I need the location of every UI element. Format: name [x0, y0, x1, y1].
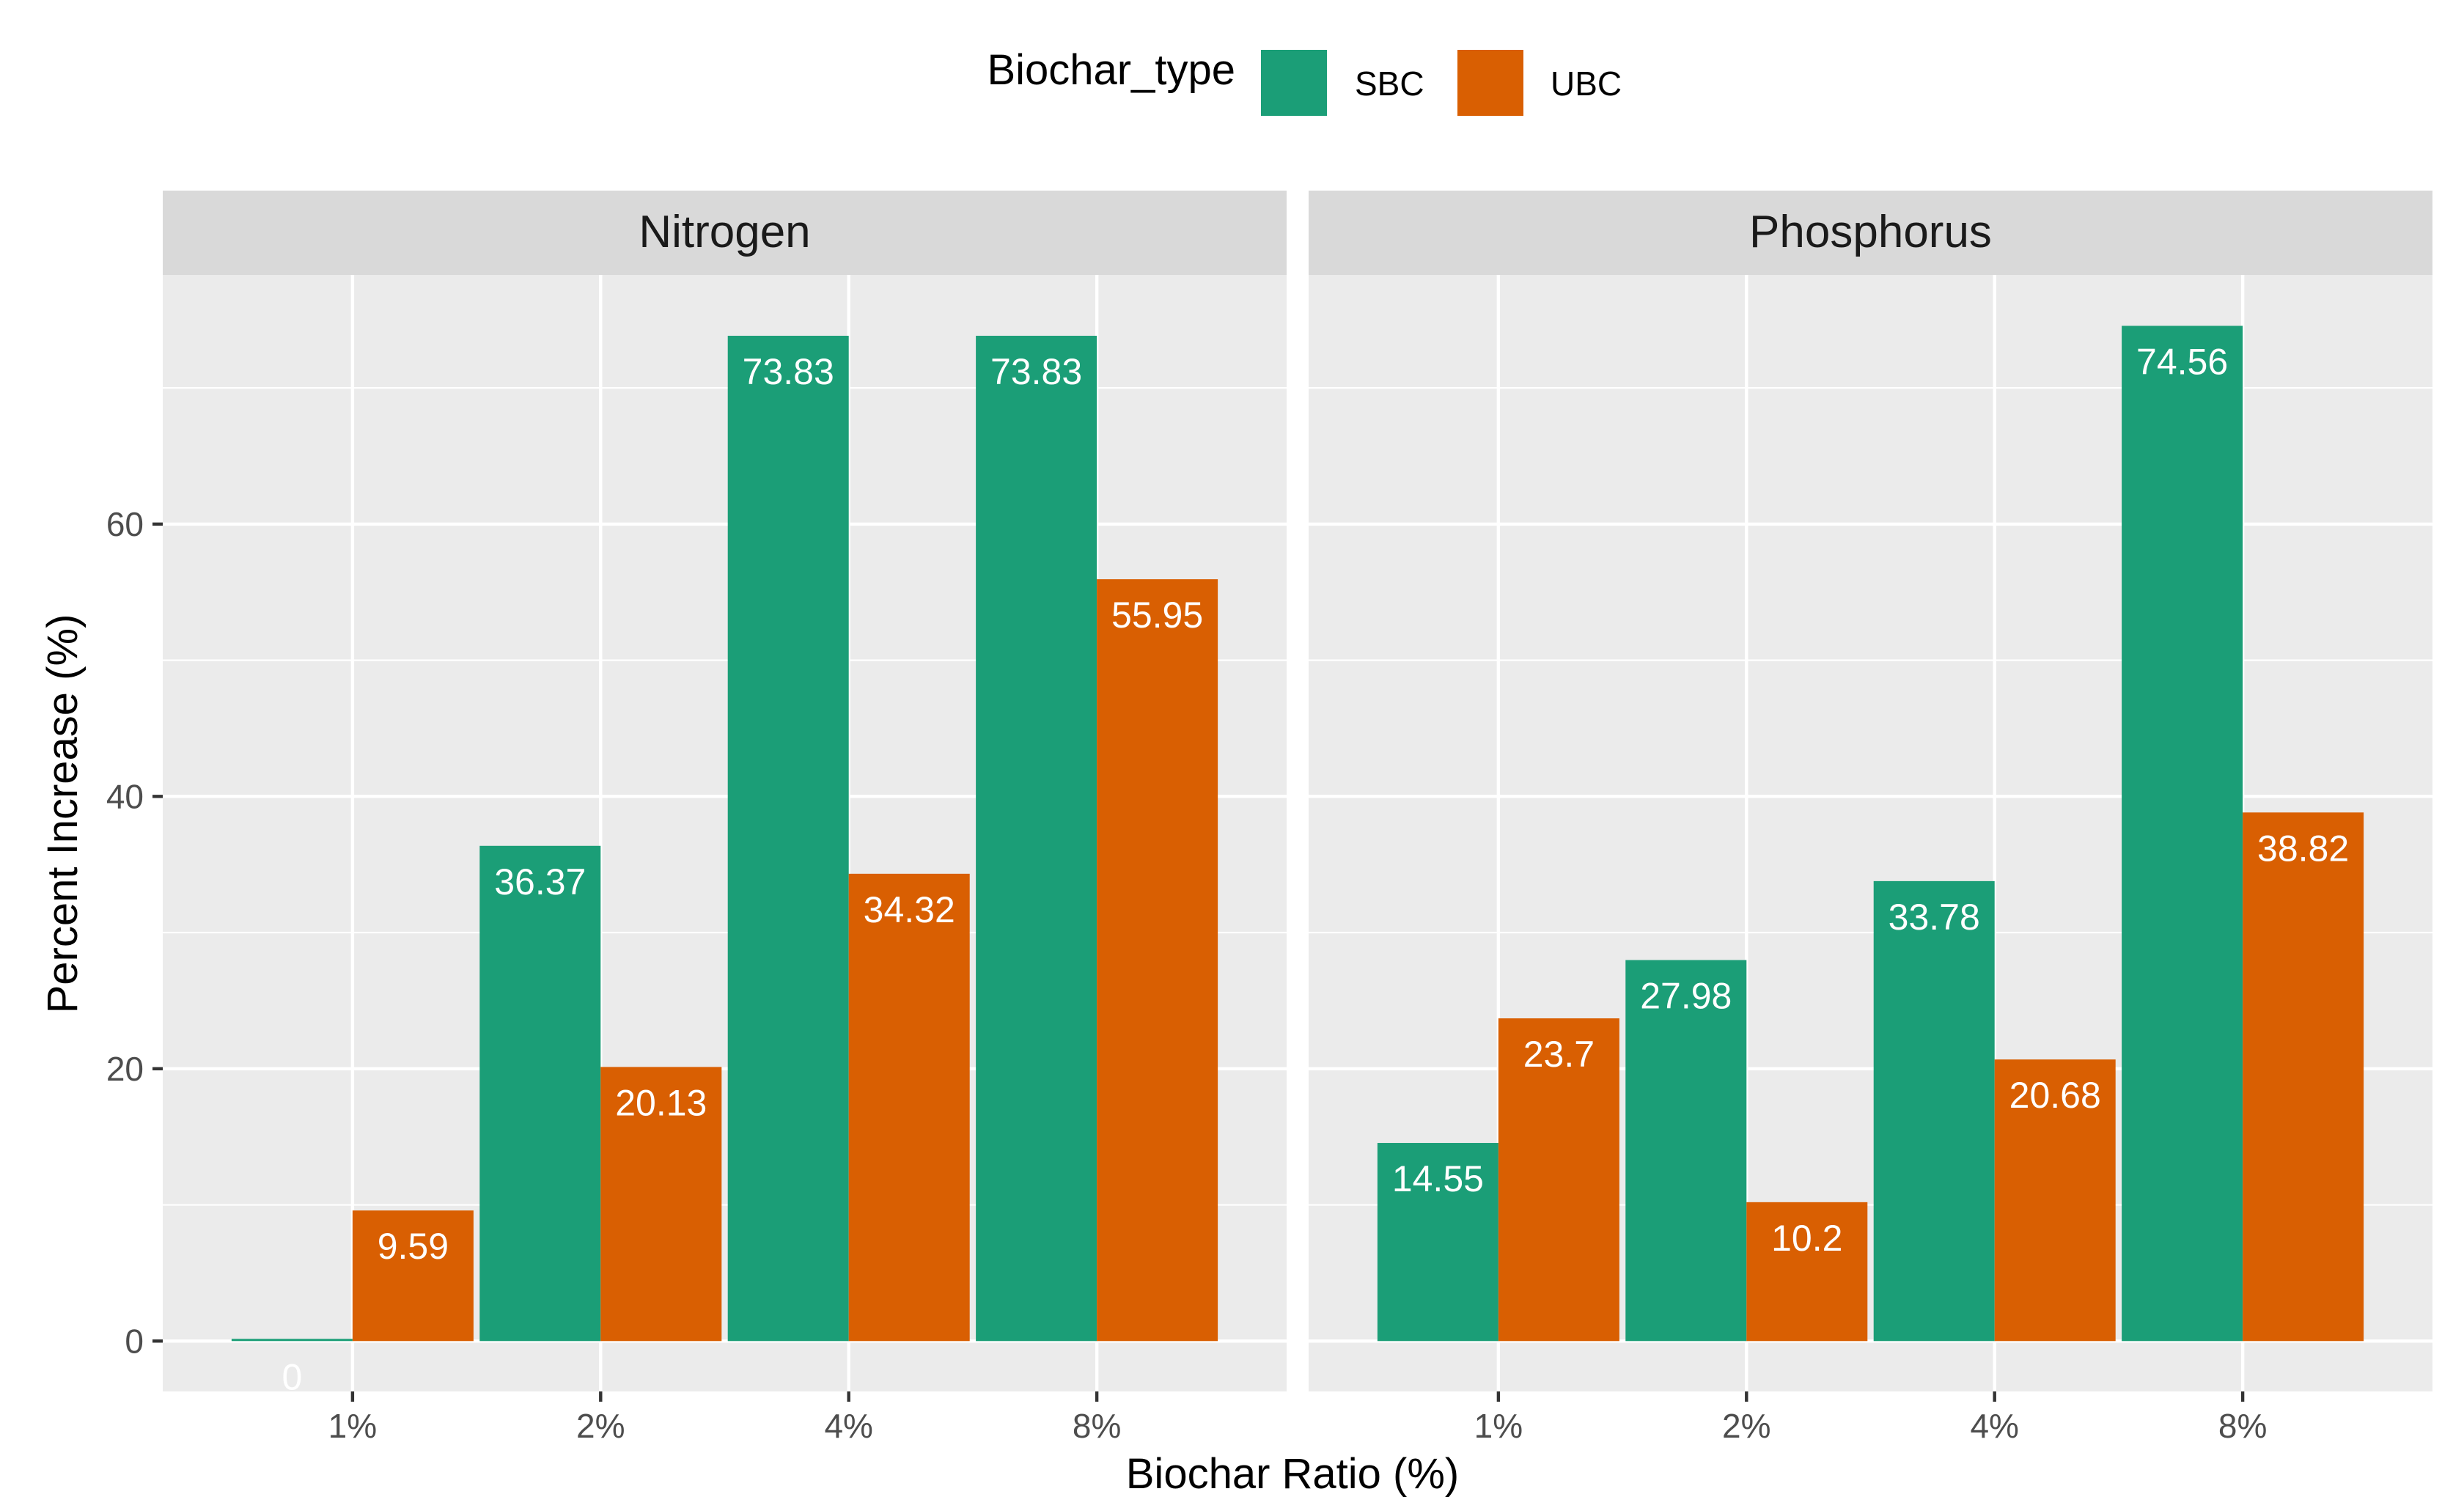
- facet-nitrogen: Nitrogen 0 36.37 73.83 73.83 9.59 20.13 34.32 55…: [163, 191, 1287, 1445]
- data-label: 10.2: [1771, 1218, 1842, 1259]
- data-label: 27.98: [1640, 976, 1732, 1017]
- facet-strip: [163, 191, 1287, 275]
- bar-ubc: [1498, 1018, 1619, 1342]
- bar-sbc: [1873, 880, 1995, 1342]
- facet-phosphorus: Phosphorus 14.55 27.98 33.78 74.56 23.7 10.2 20…: [1309, 191, 2432, 1445]
- legend-label-sbc: SBC: [1355, 65, 1424, 103]
- facet-title: Phosphorus: [1749, 207, 1992, 257]
- y-tick-label: 60: [106, 505, 144, 543]
- bar-sbc: [976, 336, 1097, 1342]
- data-label: 55.95: [1111, 595, 1203, 636]
- x-tick-label: 8%: [2218, 1407, 2267, 1445]
- x-tick-label: 1%: [1474, 1407, 1523, 1445]
- data-label: 0: [282, 1356, 302, 1397]
- data-label: 36.37: [494, 861, 586, 902]
- legend-key-ubc: [1457, 50, 1523, 116]
- legend-key-sbc: [1261, 50, 1327, 116]
- y-tick-label: 40: [106, 777, 144, 815]
- data-label: 74.56: [2136, 341, 2228, 382]
- y-tick-label: 0: [125, 1322, 144, 1360]
- data-label: 73.83: [743, 351, 834, 392]
- data-label: 14.55: [1392, 1158, 1484, 1199]
- y-tick-label: 20: [106, 1050, 144, 1088]
- x-tick-label: 4%: [824, 1407, 872, 1445]
- facet-strip: [1309, 191, 2432, 275]
- data-label: 33.78: [1889, 897, 1980, 938]
- data-label: 20.68: [2009, 1075, 2101, 1116]
- y-axis-title: Percent Increase (%): [39, 614, 87, 1014]
- data-label: 9.59: [378, 1226, 449, 1267]
- bar-ubc: [352, 1210, 474, 1342]
- axes: Biochar Ratio (%) Percent Increase (%): [39, 614, 1459, 1498]
- bar-sbc: [2122, 325, 2243, 1342]
- x-tick-label: 2%: [1722, 1407, 1770, 1445]
- data-label: 20.13: [615, 1082, 707, 1123]
- y-axis: 0 20 40 60: [106, 505, 163, 1360]
- bar-ubc: [1746, 1202, 1868, 1342]
- x-tick-label: 8%: [1073, 1407, 1121, 1445]
- bar-sbc: [1377, 1143, 1498, 1342]
- data-label: 34.32: [864, 889, 955, 930]
- bar-ubc: [2243, 812, 2364, 1342]
- facet-title: Nitrogen: [639, 207, 810, 257]
- bar-ubc: [1994, 1059, 2116, 1342]
- legend: Biochar_type SBC UBC: [987, 46, 1622, 116]
- bar-sbc: [1625, 960, 1747, 1342]
- bar-sbc: [479, 845, 601, 1342]
- data-label: 38.82: [2257, 828, 2349, 869]
- bar-sbc: [727, 336, 849, 1342]
- bar-ubc: [1097, 579, 1218, 1342]
- bar-ubc: [600, 1067, 722, 1342]
- data-label: 23.7: [1523, 1034, 1595, 1075]
- facet-panels: Nitrogen 0 36.37 73.83 73.83 9.59 20.13 34.32 55…: [106, 191, 2432, 1445]
- legend-label-ubc: UBC: [1551, 65, 1622, 103]
- legend-title: Biochar_type: [987, 46, 1235, 94]
- x-axis-title: Biochar Ratio (%): [1126, 1450, 1459, 1498]
- x-tick-label: 4%: [1970, 1407, 2018, 1445]
- x-tick-label: 1%: [328, 1407, 377, 1445]
- bar-ubc: [848, 873, 970, 1342]
- data-label: 73.83: [990, 351, 1082, 392]
- x-tick-label: 2%: [576, 1407, 625, 1445]
- bar-sbc: [231, 1339, 353, 1342]
